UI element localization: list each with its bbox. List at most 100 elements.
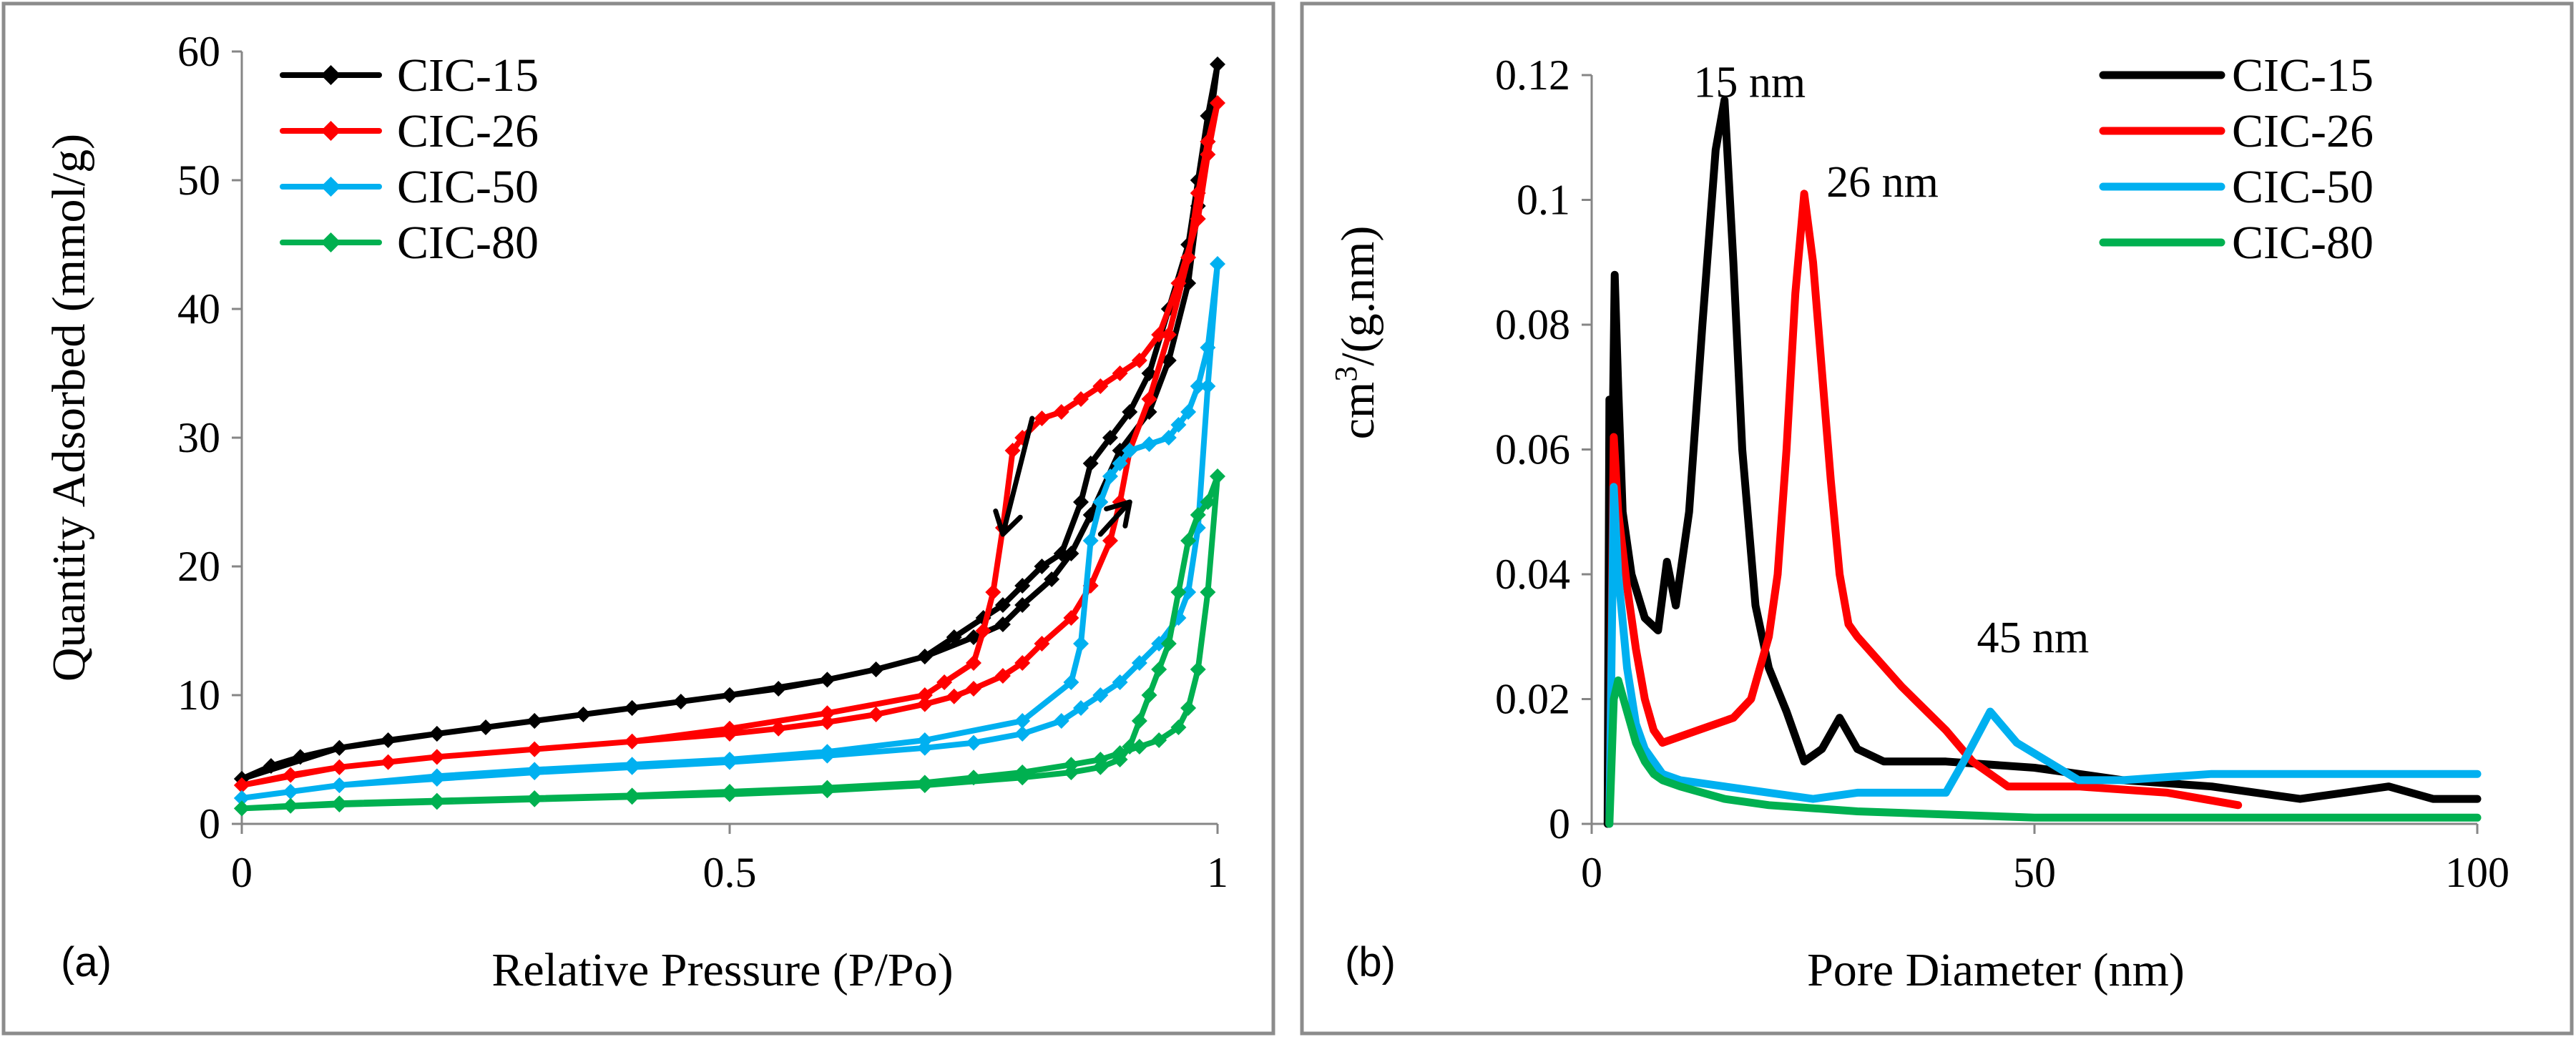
panel-a-point-cic-26: [966, 681, 981, 697]
panel-a-point-cic-50: [1131, 655, 1147, 671]
panel-a-point-cic-15: [1082, 456, 1099, 471]
panel-a-point-cic-50: [1170, 417, 1187, 433]
panel-a: 0 10 20 30 40 50 60 0 0.5 1 CIC-15CIC-26CIC-50CIC-…: [1, 1, 1275, 1036]
panel-b-line-cic-15: [1603, 96, 2482, 828]
panel-a-point-cic-50: [1053, 713, 1069, 729]
panel-a-point-cic-80: [1131, 739, 1147, 755]
panel-b-legend-item-cic-15: CIC-15: [2099, 49, 2374, 102]
panel-b-legend-label-cic-26: CIC-26: [2232, 105, 2374, 157]
panel-a-point-cic-15: [527, 713, 543, 729]
panel-a-point-cic-15: [1053, 546, 1069, 561]
panel-a-ytick-label: 0: [199, 800, 220, 847]
panel-a-legend-marker-cic-26: [320, 121, 341, 141]
panel-a-point-cic-26: [1063, 610, 1079, 626]
panel-b-series-cic-80: [1605, 676, 2482, 828]
panel-a-point-cic-50: [1082, 533, 1099, 549]
panel-a-point-cic-26: [1034, 636, 1050, 652]
panel-b-line-cic-26: [1605, 190, 2243, 828]
panel-a-legend-item-cic-26: CIC-26: [280, 105, 539, 157]
panel-b-ytick-label: 0.06: [1495, 426, 1570, 473]
panel-a-point-cic-26: [331, 759, 348, 775]
panel-a-point-cic-80: [283, 797, 299, 814]
panel-a-point-cic-26: [1014, 655, 1031, 671]
panel-a-point-cic-50: [722, 752, 738, 767]
panel-a-point-cic-15: [1014, 578, 1031, 594]
panel-b-ytick-label: 0.12: [1495, 51, 1570, 99]
panel-a-ytick-label: 10: [177, 672, 220, 719]
panel-b-legend-item-cic-80: CIC-80: [2099, 217, 2374, 269]
panel-a-line-cic-80: [239, 473, 1220, 812]
panel-a-point-cic-26: [283, 767, 299, 783]
panel-b-line-cic-50: [1605, 483, 2482, 828]
panel-a-point-cic-50: [1112, 456, 1128, 471]
panel-a-point-cic-26: [819, 714, 836, 730]
panel-b-ytick-label: 0.04: [1495, 551, 1570, 598]
panel-a-series-cic-80: [234, 468, 1225, 817]
panel-a-point-cic-26: [1200, 147, 1216, 162]
panel-a-point-cic-15: [916, 649, 933, 664]
ylabel-superscript: 3: [1328, 366, 1363, 382]
panel-b-ytick-label: 0: [1549, 800, 1570, 847]
panel-a-point-cic-80: [234, 800, 250, 817]
panel-a-ytick-label: 60: [177, 28, 220, 75]
panel-a-point-cic-15: [994, 597, 1011, 613]
panel-a-xtick-label: 0: [231, 849, 253, 896]
panel-a-point-cic-50: [1160, 430, 1177, 446]
panel-a-point-cic-50: [1063, 674, 1079, 690]
panel-a-label: (a): [61, 939, 112, 986]
panel-b-series-cic-15: [1603, 96, 2482, 828]
panel-a-point-cic-15: [994, 616, 1011, 632]
panel-a-point-cic-26: [1151, 327, 1167, 343]
panel-a-point-cic-26: [819, 705, 836, 722]
panel-a-point-cic-80: [1122, 739, 1138, 755]
panel-a-point-cic-15: [1034, 559, 1050, 574]
panel-a-point-cic-80: [1190, 662, 1206, 677]
panel-b-annotation: 15 nm: [1693, 59, 1806, 107]
panel-a-point-cic-26: [722, 720, 738, 737]
panel-a-ytick-label: 40: [177, 285, 220, 333]
panel-a-point-cic-80: [722, 786, 738, 802]
panel-a-point-cic-15: [672, 694, 689, 709]
panel-a-point-cic-50: [331, 777, 348, 793]
panel-b-series-cic-26: [1605, 190, 2243, 828]
panel-a-point-cic-26: [1180, 250, 1197, 265]
panel-b-ytick-label: 0.1: [1517, 177, 1570, 224]
panel-a-point-cic-15: [946, 629, 962, 645]
ylabel-main: cm: [1332, 382, 1384, 440]
panel-a-point-cic-80: [624, 789, 640, 805]
panel-a-point-cic-15: [331, 739, 348, 756]
panel-a-point-cic-80: [1160, 636, 1177, 652]
panel-a-point-cic-50: [234, 790, 250, 806]
panel-a-point-cic-80: [428, 794, 445, 810]
panel-a-xtick-label: 0.5: [703, 849, 757, 896]
panel-b-legend-label-cic-15: CIC-15: [2232, 49, 2374, 102]
panel-a-legend-marker-cic-80: [320, 232, 341, 252]
panel-a-legend-label-cic-26: CIC-26: [397, 105, 539, 157]
panel-a-point-cic-26: [916, 696, 933, 712]
panel-a-legend-label-cic-80: CIC-80: [397, 217, 539, 269]
panel-b-legend-item-cic-26: CIC-26: [2099, 105, 2374, 157]
panel-b-ytick-label: 0.02: [1495, 676, 1570, 723]
panel-a-series-cic-26: [234, 95, 1225, 793]
panel-a-point-cic-50: [966, 734, 981, 751]
panel-a-legend-item-cic-15: CIC-15: [280, 49, 539, 102]
panel-a-point-cic-26: [1004, 443, 1021, 458]
panel-b-xtick-label: 0: [1581, 849, 1602, 896]
panel-a-point-cic-26: [936, 674, 953, 690]
panel-a-point-cic-80: [1151, 732, 1167, 748]
panel-a-point-cic-50: [1073, 700, 1089, 716]
panel-a-xlabel: Relative Pressure (P/Po): [491, 944, 953, 996]
ylabel-rest: /(g.nm): [1332, 226, 1384, 366]
panel-a-point-cic-26: [234, 777, 250, 793]
panel-a-point-cic-26: [994, 668, 1011, 684]
panel-a-point-cic-50: [1122, 443, 1138, 458]
panel-a-point-cic-15: [428, 726, 445, 742]
panel-a-point-cic-26: [428, 749, 445, 765]
panel-a-point-cic-15: [868, 662, 884, 677]
panel-a-plot-area: 0 10 20 30 40 50 60 0 0.5 1 CIC-15CIC-26CIC-50CIC-…: [177, 28, 1228, 896]
panel-a-border: [1, 1, 1275, 1036]
desorption-arrow: [993, 416, 1035, 537]
panel-a-point-cic-50: [1141, 436, 1157, 452]
panel-a-point-cic-50: [1102, 468, 1118, 484]
